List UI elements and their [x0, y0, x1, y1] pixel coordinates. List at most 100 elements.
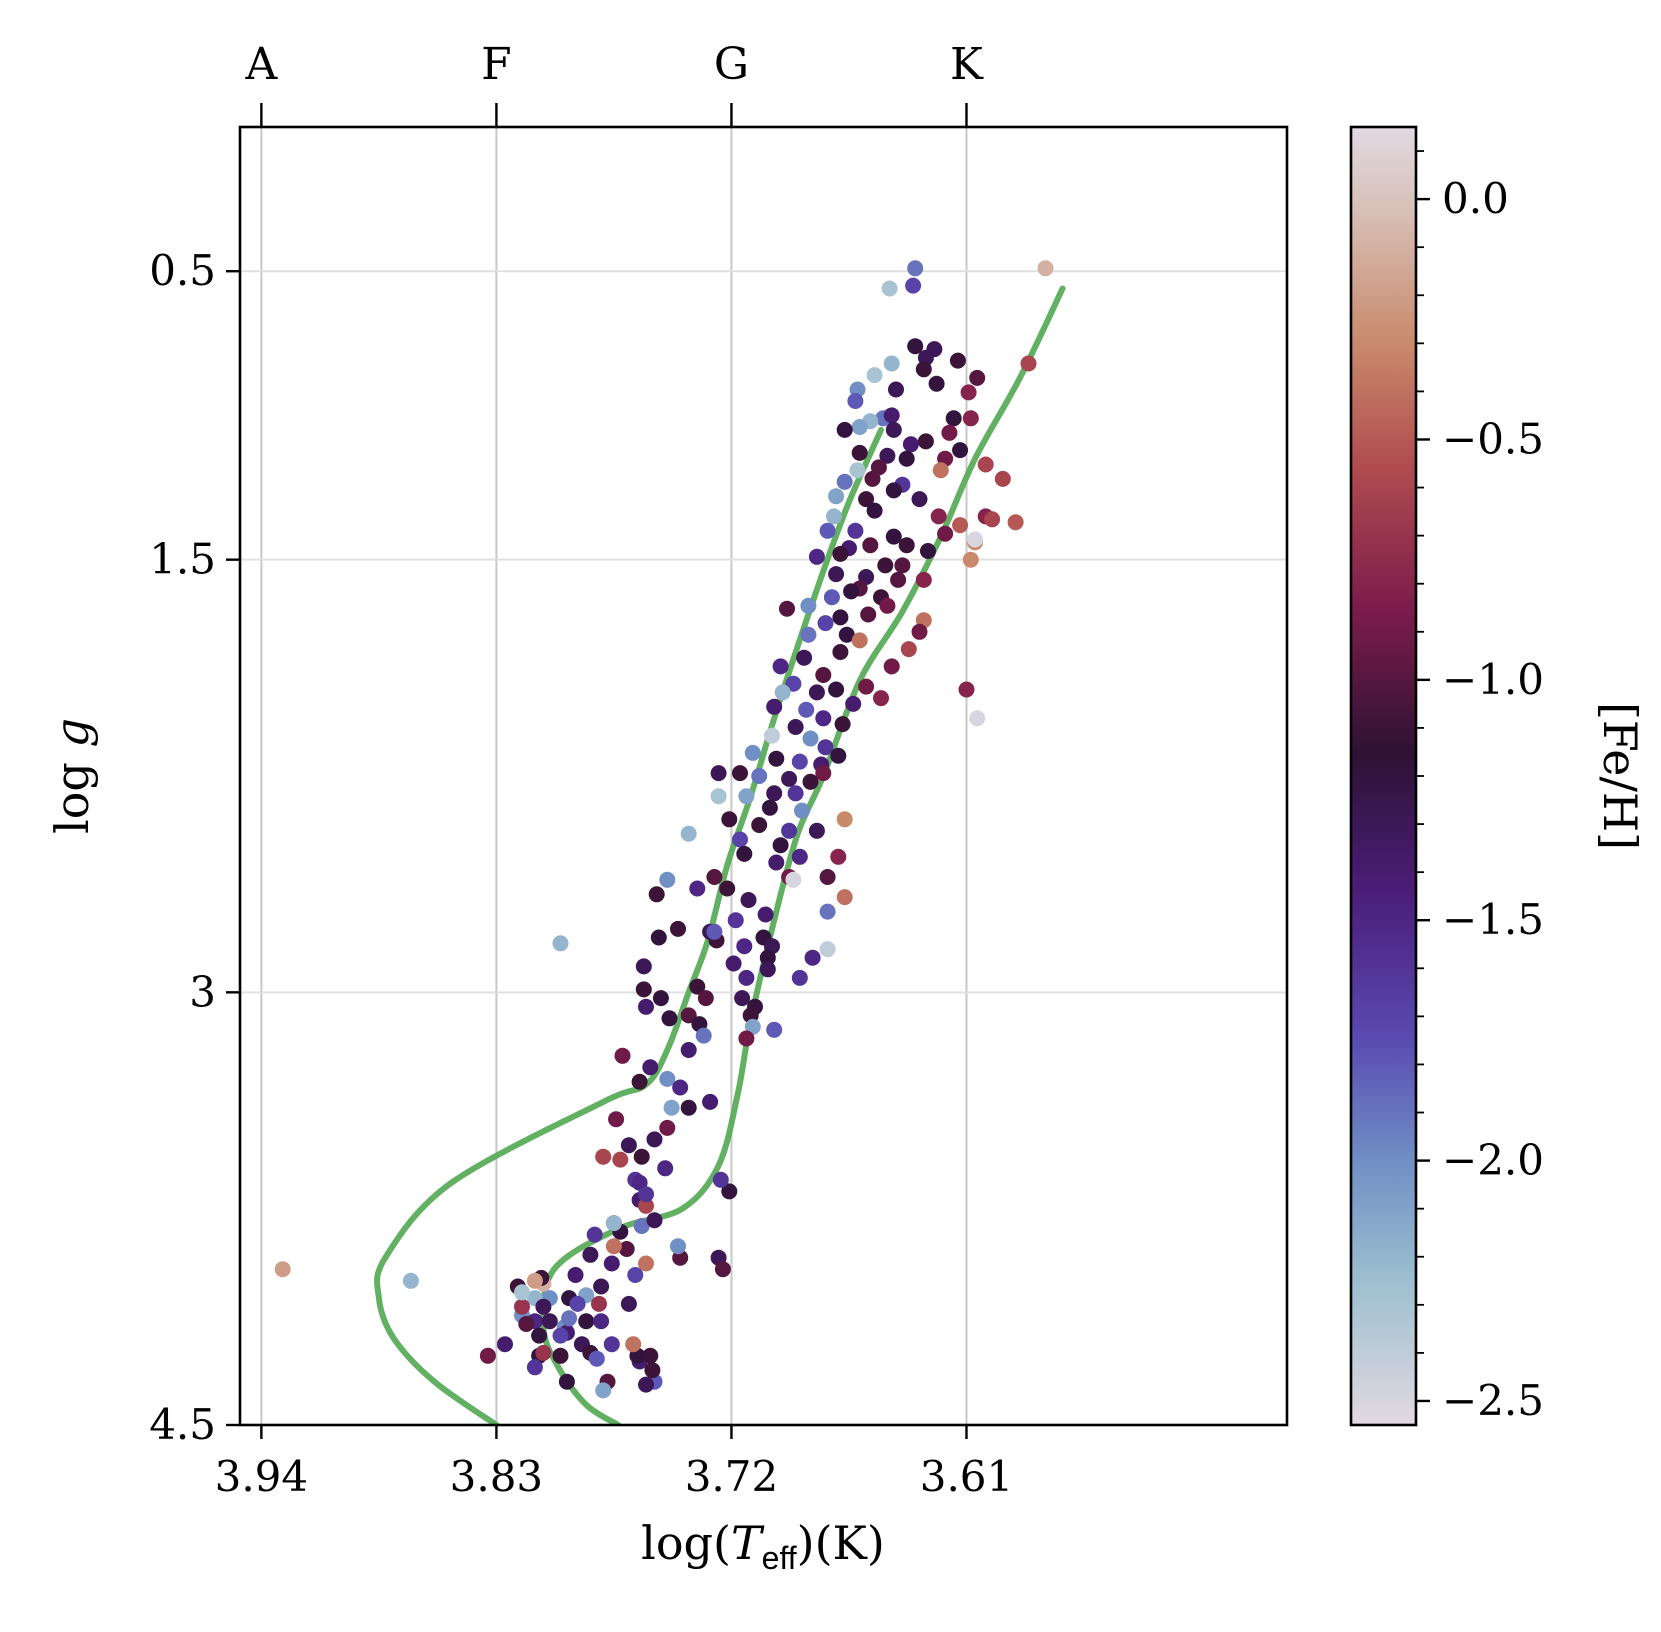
data-point — [808, 822, 825, 839]
data-point — [631, 1073, 648, 1090]
data-point — [1020, 355, 1037, 372]
y-tick-label: 0.5 — [149, 246, 216, 295]
data-point — [736, 845, 753, 862]
data-point — [479, 1347, 496, 1364]
data-point — [832, 545, 849, 562]
data-point — [561, 1310, 578, 1327]
x-tick-label: 3.72 — [685, 1452, 779, 1501]
y-tick-label: 4.5 — [149, 1400, 216, 1449]
data-point — [552, 1347, 569, 1364]
data-point — [591, 1295, 607, 1312]
data-point — [757, 906, 774, 923]
data-point — [907, 260, 924, 277]
colorbar-tick-label: −1.5 — [1442, 895, 1544, 944]
data-point — [969, 710, 986, 727]
data-point — [706, 923, 723, 940]
data-point — [552, 935, 569, 952]
data-point — [915, 361, 932, 378]
data-point — [768, 854, 785, 871]
data-point — [920, 543, 936, 559]
data-point — [644, 1362, 661, 1379]
data-point — [945, 410, 962, 427]
data-point — [819, 522, 836, 539]
data-point — [670, 1238, 686, 1255]
data-point — [862, 537, 879, 554]
data-point — [791, 848, 808, 865]
data-point — [642, 1347, 659, 1364]
data-point — [828, 488, 845, 505]
y-axis-label-pre: log — [45, 747, 99, 833]
data-point — [689, 978, 706, 995]
data-point — [689, 880, 706, 897]
data-point — [785, 675, 802, 692]
x-axis-label: log(Teff)(K) — [641, 1516, 885, 1576]
data-point — [759, 961, 776, 978]
data-point — [847, 522, 864, 539]
data-point — [930, 508, 947, 525]
data-point — [657, 1160, 674, 1177]
data-point — [706, 869, 723, 885]
x-axis-label-post: )(K) — [797, 1516, 885, 1570]
data-point — [514, 1284, 530, 1301]
data-point — [740, 892, 757, 908]
data-point — [952, 517, 969, 534]
data-point — [815, 710, 832, 727]
data-point — [819, 903, 836, 920]
data-point — [949, 352, 966, 369]
data-point — [710, 765, 727, 782]
data-point — [819, 869, 836, 885]
data-point — [605, 1238, 622, 1255]
data-point — [588, 1350, 605, 1367]
data-point — [800, 597, 817, 614]
data-point — [864, 470, 881, 487]
data-point — [697, 990, 714, 1007]
data-point — [680, 1042, 697, 1058]
data-point — [736, 938, 753, 955]
data-point — [794, 802, 810, 819]
data-point — [796, 649, 813, 666]
data-point — [781, 770, 798, 787]
data-point — [608, 1111, 625, 1128]
data-point — [851, 444, 868, 461]
y-axis: 0.5 1.5 3 4.5 — [149, 246, 240, 1449]
data-point — [787, 785, 804, 802]
data-point — [625, 1336, 642, 1353]
data-point — [962, 551, 979, 568]
data-point — [858, 678, 875, 695]
data-point — [888, 381, 904, 398]
data-point — [620, 1137, 637, 1154]
data-point — [672, 1079, 689, 1096]
data-point — [911, 491, 928, 508]
x-axis: 3.94 3.83 3.72 3.61 — [215, 1425, 1013, 1501]
data-point — [834, 716, 851, 733]
data-point — [838, 626, 855, 643]
data-point — [766, 698, 783, 715]
data-point — [659, 1119, 676, 1136]
x-axis-label-pre: log( — [641, 1516, 731, 1570]
data-point — [866, 367, 883, 384]
data-point — [766, 1021, 783, 1038]
data-point — [791, 969, 808, 986]
data-point — [605, 1215, 622, 1232]
data-point — [650, 929, 667, 946]
data-point — [497, 1336, 513, 1353]
data-point — [514, 1298, 530, 1315]
data-point — [941, 424, 958, 441]
data-point — [751, 817, 768, 833]
spectral-type-label: G — [714, 39, 749, 90]
data-point — [836, 889, 853, 906]
data-point — [274, 1261, 291, 1278]
data-point — [646, 1212, 663, 1229]
data-point — [719, 880, 736, 897]
data-point — [578, 1313, 595, 1330]
data-point — [885, 528, 902, 545]
data-point — [764, 727, 780, 744]
data-point — [977, 456, 994, 473]
data-point — [695, 1027, 712, 1044]
data-point — [881, 280, 898, 297]
data-point — [648, 886, 665, 903]
colorbar-tick-label: −1.0 — [1442, 655, 1544, 704]
data-point — [928, 375, 945, 392]
data-point — [593, 1313, 610, 1330]
